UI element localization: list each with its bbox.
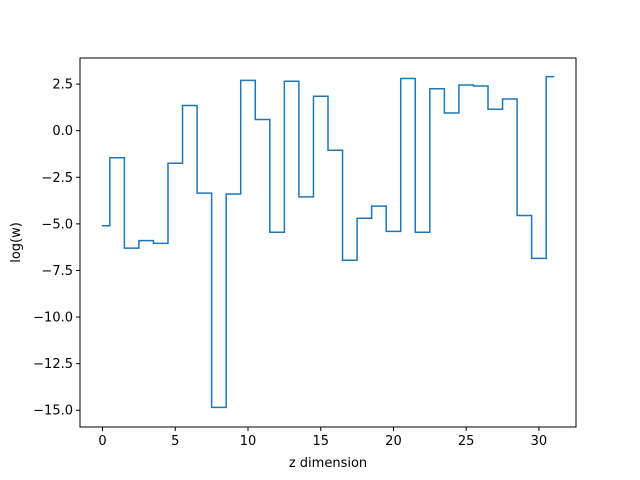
y-tick-label: −5.0: [41, 217, 73, 232]
x-tick-label: 0: [98, 434, 106, 449]
x-tick-label: 20: [385, 434, 402, 449]
x-tick-label: 25: [458, 434, 475, 449]
y-tick-label: −10.0: [33, 311, 73, 326]
axes-frame: [79, 57, 577, 428]
y-axis-ticks: −15.0 −12.5 −10.0 −7.5 −5.0 −2.5 0.0 2.5: [33, 78, 80, 419]
y-tick-label: 2.5: [52, 78, 73, 93]
y-axis-label: log(w): [9, 222, 24, 263]
y-tick-label: −7.5: [41, 264, 73, 279]
y-tick-label: −15.0: [33, 404, 73, 419]
y-tick-label: −2.5: [41, 171, 73, 186]
x-tick-label: 30: [531, 434, 548, 449]
plot-area: [101, 75, 555, 409]
y-tick-label: −12.5: [33, 357, 73, 372]
x-axis-ticks: 0 5 10 15 20 25 30: [98, 427, 547, 449]
y-tick-label: 0.0: [52, 124, 73, 139]
x-tick-label: 10: [240, 434, 257, 449]
x-axis-label: z dimension: [289, 456, 367, 471]
x-tick-label: 15: [312, 434, 329, 449]
series-step-line: [101, 75, 555, 409]
x-tick-label: 5: [171, 434, 179, 449]
